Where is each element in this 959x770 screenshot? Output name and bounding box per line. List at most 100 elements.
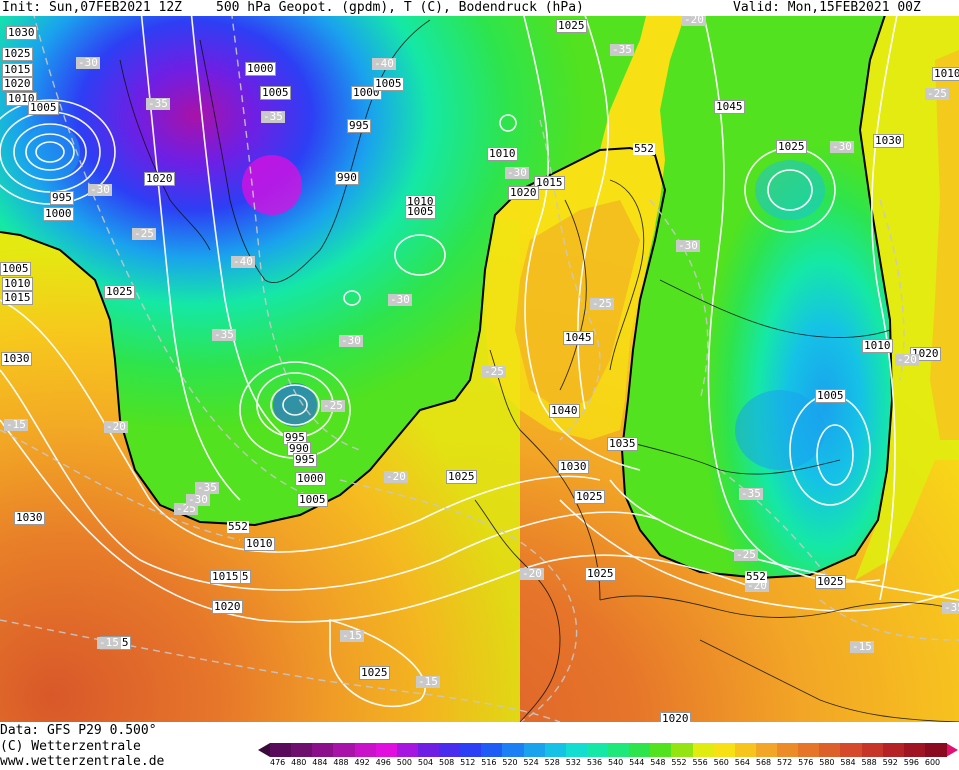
pressure-label: 1000 (43, 207, 74, 221)
legend-swatch (840, 743, 862, 757)
legend-arrows (258, 743, 958, 757)
legend-swatch (523, 743, 546, 757)
temperature-label: -40 (372, 57, 396, 70)
temperature-label: -20 (384, 470, 408, 483)
legend-swatch (481, 743, 503, 757)
copyright: (C) Wetterzentrale (0, 739, 141, 754)
low-center-west (24, 124, 80, 180)
legend-value: 568 (755, 758, 772, 767)
legend-swatch (270, 743, 292, 757)
temperature-label: -35 (261, 110, 285, 123)
map-header: Init: Sun,07FEB2021 12Z 500 hPa Geopot. … (0, 0, 959, 16)
legend-swatch (650, 743, 672, 757)
legend-value: 584 (840, 758, 856, 767)
legend-value: 480 (291, 758, 307, 767)
pressure-label: 995 (347, 119, 371, 133)
pressure-label: 1015 (210, 570, 241, 584)
contour-label: 552 (745, 570, 767, 583)
pressure-label: 1025 (104, 285, 135, 299)
pressure-label: 1045 (563, 331, 594, 345)
temperature-label: -35 (195, 481, 219, 494)
legend-value: 572 (777, 758, 793, 767)
legend-value: 508 (439, 758, 455, 767)
temperature-label: -35 (739, 487, 763, 500)
legend-value: 520 (502, 758, 518, 767)
temperature-label: -30 (505, 166, 529, 179)
pressure-label: 1005 (815, 389, 846, 403)
pressure-label: 995 (50, 191, 74, 205)
legend-value: 528 (544, 758, 560, 767)
legend-value: 496 (375, 758, 391, 767)
pressure-label: 995 (293, 453, 317, 467)
low-center-atlantic (273, 383, 317, 427)
legend-value: 524 (523, 758, 539, 767)
map-canvas (0, 0, 959, 722)
pressure-label: 1005 (297, 493, 328, 507)
pressure-label: 990 (335, 171, 359, 185)
ridge-scandinavia-core (515, 200, 640, 410)
temperature-label: -15 (340, 629, 364, 642)
legend-value: 492 (354, 758, 370, 767)
temperature-label: -35 (610, 43, 634, 56)
legend-swatch (396, 743, 419, 757)
legend-swatch (544, 743, 567, 757)
pressure-label: 1030 (873, 134, 904, 148)
pressure-label: 1020 (212, 600, 243, 614)
pressure-label: 1025 (359, 666, 390, 680)
legend-value: 484 (312, 758, 328, 767)
temperature-label: -30 (76, 56, 100, 69)
legend-swatch (755, 743, 778, 757)
legend-value: 592 (882, 758, 898, 767)
pressure-label: 1025 (585, 567, 616, 581)
pressure-label: 1020 (660, 712, 691, 722)
legend-value: 540 (608, 758, 624, 767)
legend-value: 596 (903, 758, 920, 767)
contour-552-west (0, 0, 894, 580)
temperature-label: -30 (186, 493, 210, 506)
legend-swatch (629, 743, 651, 757)
pressure-label: 1000 (295, 472, 326, 486)
pressure-label: 1010 (932, 67, 959, 81)
temperature-label: -20 (895, 353, 919, 366)
legend-swatch (375, 743, 398, 757)
temperature-label: -35 (942, 602, 959, 614)
orange-band-east (930, 50, 959, 440)
pressure-label: 1005 (0, 262, 31, 276)
legend-swatch (924, 743, 947, 757)
legend-swatch (671, 743, 693, 757)
temperature-label: -35 (212, 328, 236, 341)
legend-swatch (903, 743, 926, 757)
pressure-label: 1005 (373, 77, 404, 91)
pressure-label: 1030 (14, 511, 45, 525)
pressure-label: 1025 (776, 140, 807, 154)
cold-trough-west (0, 0, 650, 525)
pressure-label: 1005 (405, 205, 436, 219)
pressure-label: 1015 (2, 291, 33, 305)
legend-swatch (777, 743, 799, 757)
low-center-greenland (242, 155, 302, 215)
legend-swatch (798, 743, 820, 757)
legend-value: 516 (481, 758, 497, 767)
pressure-label: 1025 (446, 470, 477, 484)
pressure-label: 1000 (245, 62, 276, 76)
temperature-label: -15 (416, 675, 440, 688)
legend-swatch (861, 743, 884, 757)
legend-value: 500 (396, 758, 413, 767)
website: www.wetterzentrale.de (0, 754, 165, 769)
pressure-label: 1025 (2, 47, 33, 61)
legend-value: 488 (333, 758, 349, 767)
legend-swatch (291, 743, 313, 757)
legend-swatch (692, 743, 715, 757)
data-source: Data: GFS P29 0.500° (0, 723, 157, 738)
pressure-label: 1025 (556, 19, 587, 33)
pressure-label: 1015 (534, 176, 565, 190)
pressure-label: 1020 (2, 77, 33, 91)
pressure-label: 1020 (144, 172, 175, 186)
pressure-label: 1025 (815, 575, 846, 589)
valid-time: Valid: Mon,15FEB2021 00Z (733, 0, 921, 15)
legend-swatch (882, 743, 905, 757)
legend-value: 564 (734, 758, 751, 767)
pressure-label: 1010 (2, 277, 33, 291)
legend-value: 476 (270, 758, 286, 767)
temperature-label: -20 (520, 567, 544, 580)
